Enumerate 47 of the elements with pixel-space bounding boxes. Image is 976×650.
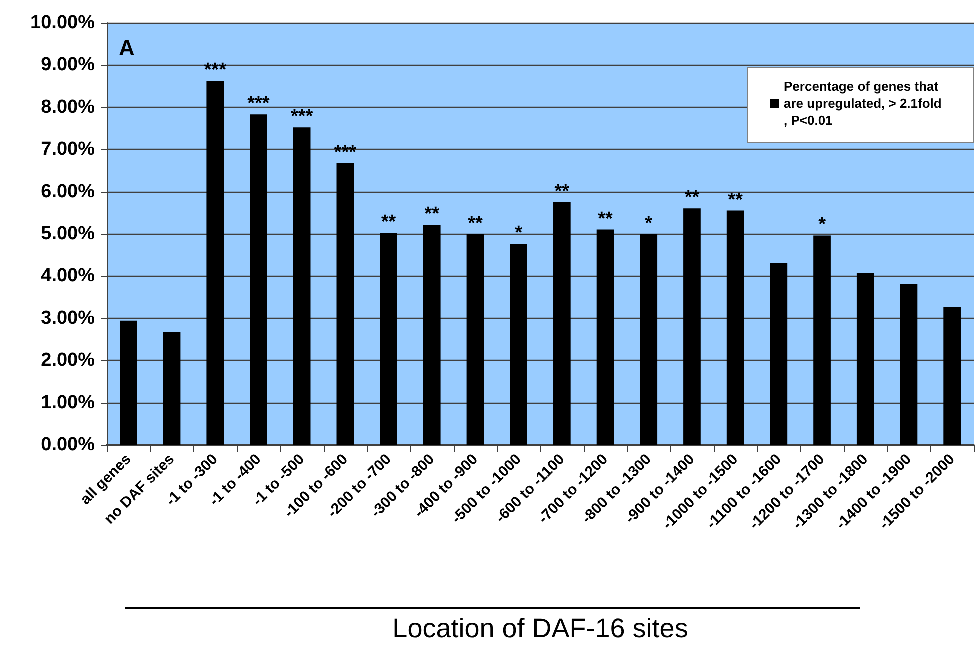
x-axis-title: Location of DAF-16 sites [392,614,688,644]
bar [554,202,571,445]
bar [120,320,138,445]
bar [856,273,874,445]
legend-label: Percentage of genes that are upregulated, > 2.1fold, P<0.01 [784,79,942,128]
y-tick-label: 9.00% [41,54,96,76]
bar [596,230,614,445]
annotation: * [818,214,827,236]
bar [206,81,224,445]
annotation: * [515,223,524,244]
bar [684,208,701,445]
annotation: *** [248,94,270,115]
bar [510,244,528,445]
annotation: ** [424,204,440,226]
annotation: * [645,213,654,234]
y-tick-label: 1.00% [41,392,96,414]
bar [163,332,181,445]
annotation: ** [728,190,744,211]
bar [336,164,354,445]
annotation: ** [598,208,614,230]
y-tick-label: 3.00% [41,308,96,329]
bar [380,233,398,445]
y-tick-label: 4.00% [41,266,96,287]
bar [640,234,658,445]
annotation: ** [381,212,397,234]
y-tick-label: 8.00% [41,96,96,118]
annotation: A [119,36,135,60]
bar [466,234,484,445]
annotation: *** [290,106,314,128]
annotation: ** [468,213,484,234]
y-tick-label: 2.00% [41,350,96,372]
bar [900,284,918,445]
y-tick-label: 6.00% [41,181,96,202]
y-tick-label: 7.00% [41,139,96,160]
bar [250,114,268,445]
y-tick-label: 10.00% [30,12,96,34]
annotation: ** [684,188,700,209]
annotation: *** [204,60,228,82]
annotation: ** [554,181,570,202]
bar [944,307,961,445]
bar [423,225,441,445]
y-tick-label: 5.00% [41,224,96,244]
bar [726,210,744,445]
y-tick-label: 0.00% [41,434,96,456]
bar [814,236,831,445]
bar [770,263,788,445]
bar [293,128,311,445]
